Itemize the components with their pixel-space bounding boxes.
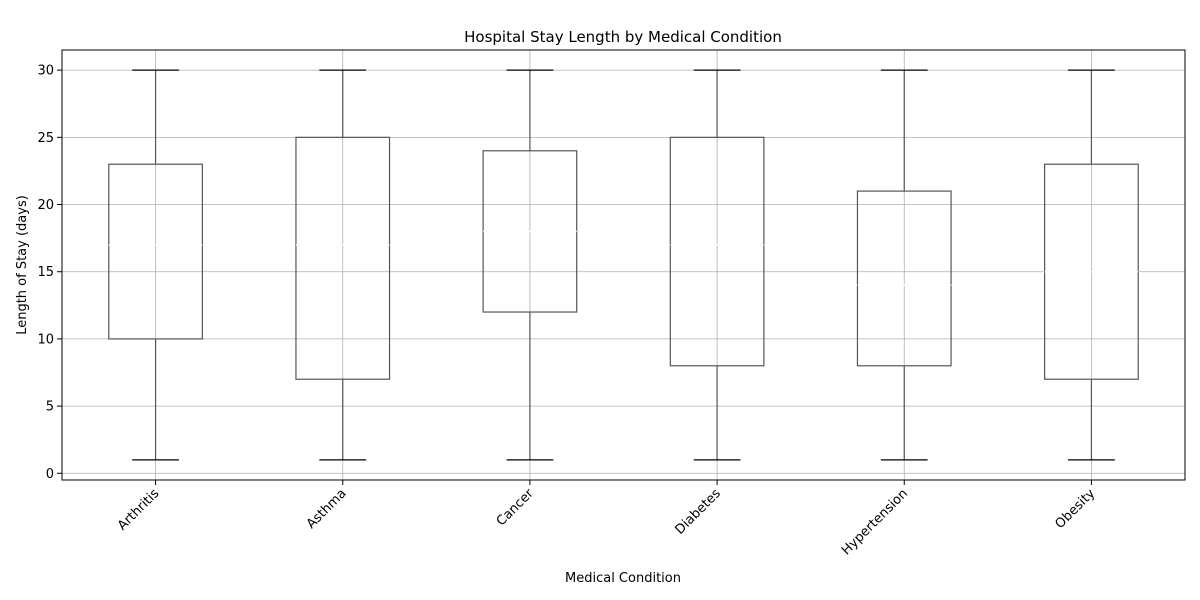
y-tick-label: 10: [37, 332, 54, 347]
x-axis-ticks: Arthritis Asthma Cancer Diabetes Hypertensio…: [115, 480, 1098, 558]
y-tick-label: 15: [37, 265, 54, 280]
y-tick-label: 5: [46, 400, 54, 415]
y-tick-label: 0: [46, 467, 54, 482]
box-asthma: [295, 69, 391, 461]
box-hypertension: [856, 69, 952, 461]
grid-lines: [62, 50, 1185, 480]
box-obesity: [1044, 69, 1139, 461]
x-tick-label: Hypertension: [839, 486, 911, 558]
y-tick-label: 30: [37, 64, 54, 79]
iqr-box: [108, 163, 203, 340]
x-axis-label: Medical Condition: [565, 571, 681, 586]
x-tick-label: Arthritis: [115, 486, 163, 534]
box-cancer: [482, 69, 578, 461]
box-arthritis: [108, 69, 203, 461]
iqr-box: [295, 136, 391, 380]
iqr-box: [669, 136, 765, 367]
x-tick-label: Diabetes: [672, 486, 724, 538]
plot-frame: [61, 49, 1186, 481]
iqr-box: [856, 190, 952, 367]
box-diabetes: [669, 69, 765, 461]
y-tick-label: 25: [37, 131, 54, 146]
box-series: [108, 69, 1139, 461]
chart-title: Hospital Stay Length by Medical Conditio…: [464, 28, 782, 46]
x-tick-label: Obesity: [1053, 486, 1099, 532]
y-tick-label: 20: [37, 198, 54, 213]
x-tick-label: Asthma: [304, 486, 350, 532]
y-axis-label: Length of Stay (days): [15, 195, 30, 335]
x-tick-label: Cancer: [494, 486, 537, 529]
y-axis-ticks: 0 5 10 15 20 25 30: [37, 64, 62, 482]
